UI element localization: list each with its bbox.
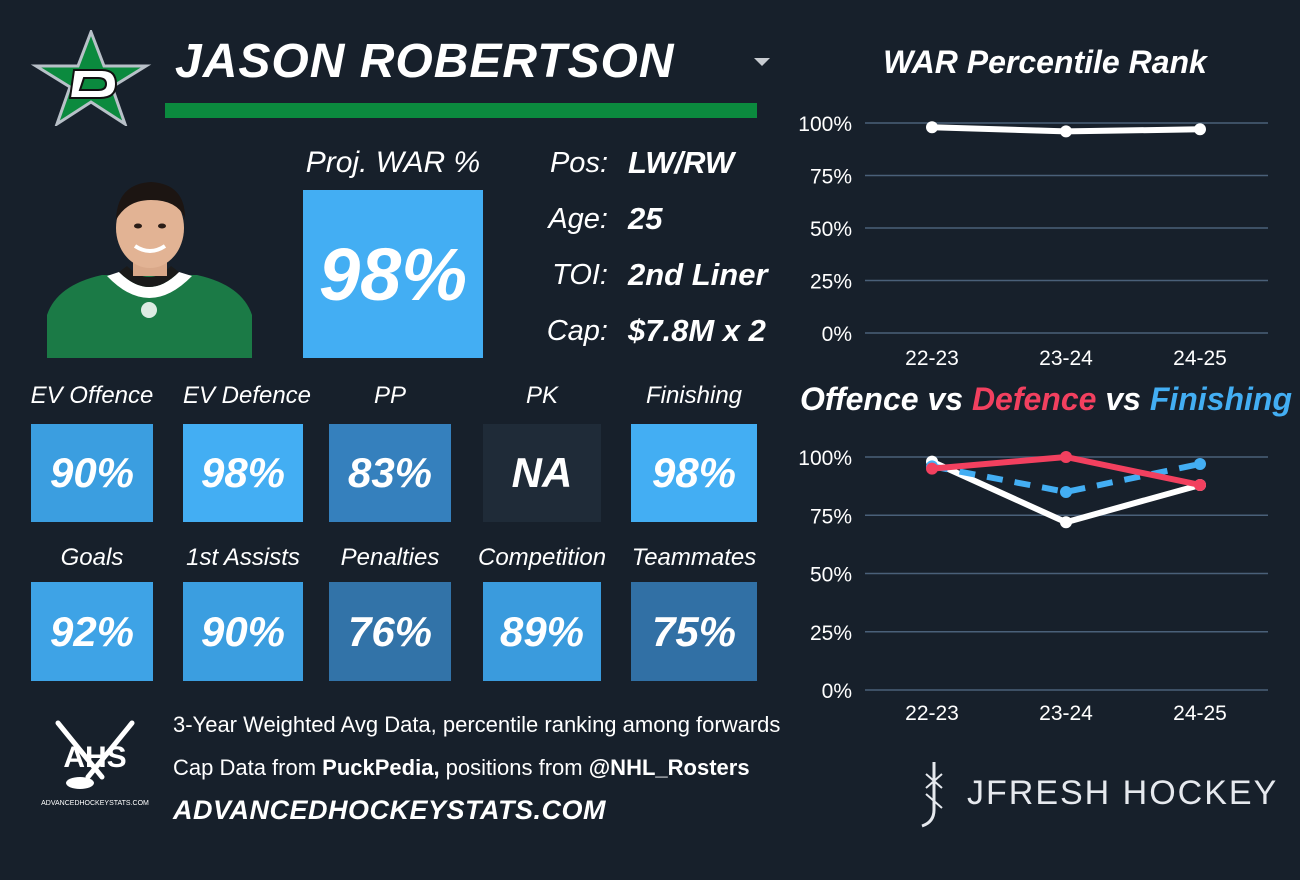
data-point (1060, 516, 1072, 529)
credits-puckpedia-link[interactable]: PuckPedia, (322, 755, 440, 780)
data-point (1194, 478, 1206, 491)
ahs-logo-icon: AHS ADVANCEDHOCKEYSTATS.COM (41, 720, 149, 807)
player-name: JASON ROBERTSON (175, 35, 675, 88)
stat-box-pp: 83% (329, 424, 451, 522)
credits-mid: positions from (439, 755, 589, 780)
y-tick-label: 100% (798, 447, 852, 470)
x-tick-label: 23-24 (1039, 347, 1093, 370)
jfresh-brand-text: JFRESH HOCKEY (967, 774, 1279, 812)
y-tick-label: 75% (810, 505, 852, 528)
war-percentile-chart: 100% 75% 50% 25% 0% 22-23 23-24 24-25 (798, 113, 1268, 370)
proj-war-box: 98% (303, 190, 483, 358)
y-tick-label: 50% (810, 564, 852, 587)
stat-box-1st-assists: 90% (183, 582, 303, 681)
stat-label-competition: Competition (478, 544, 607, 571)
stat-value: 98% (200, 449, 286, 496)
stat-label-finishing: Finishing (645, 382, 743, 409)
stat-box-pk: NA (483, 424, 601, 522)
team-color-bar (165, 103, 757, 118)
data-point (1060, 485, 1072, 498)
dallas-stars-logo-icon (30, 30, 152, 126)
data-point (1060, 125, 1072, 138)
y-tick-label: 100% (798, 113, 852, 136)
credits-prefix: Cap Data from (173, 755, 323, 780)
stat-box-ev-offence: 90% (31, 424, 153, 522)
stat-value: 89% (499, 607, 585, 655)
stat-box-ev-defence: 98% (183, 424, 303, 522)
stat-label-1st-assists: 1st Assists (186, 544, 300, 571)
stat-box-competition: 89% (483, 582, 601, 681)
stat-value: 98% (651, 449, 737, 496)
credits-nhl-rosters-link[interactable]: @NHL_Rosters (588, 755, 750, 780)
player-dropdown-arrow-icon[interactable] (754, 58, 770, 66)
comparison-chart-title: Offence vs Defence vs Finishing (800, 381, 1293, 418)
info-row-cap: Cap: $7.8M x 2 (520, 309, 780, 353)
info-value: 25 (628, 201, 663, 236)
stat-label-goals: Goals (60, 544, 124, 571)
x-tick-label: 22-23 (905, 347, 959, 370)
y-tick-label: 75% (810, 166, 852, 189)
y-tick-label: 25% (810, 622, 852, 645)
stat-label-ev-offence: EV Offence (30, 382, 154, 409)
jfresh-brand: JFRESH HOCKEY (912, 760, 1282, 830)
player-headshot (47, 182, 252, 358)
war-chart-title: WAR Percentile Rank (883, 44, 1207, 80)
title-part-vs: vs (918, 381, 972, 417)
ahs-logo-caption: ADVANCEDHOCKEYSTATS.COM (41, 800, 149, 807)
title-part-vs: vs (1096, 381, 1150, 417)
offence-defence-finishing-chart: 100% 75% 50% 25% 0% 22-23 23-24 24-25 (798, 447, 1268, 725)
info-value: $7.8M x 2 (628, 313, 766, 348)
info-key: Cap: (546, 314, 608, 347)
stat-label-penalties: Penalties (340, 544, 440, 571)
stat-label-ev-defence: EV Defence (182, 382, 312, 409)
y-tick-label: 0% (822, 680, 852, 703)
footer-credits: Cap Data from PuckPedia, positions from … (173, 755, 750, 781)
info-key: TOI: (552, 258, 608, 291)
info-key: Pos: (549, 146, 608, 179)
stat-label-teammates: Teammates (631, 544, 757, 571)
proj-war-value: 98% (318, 232, 468, 316)
stat-value: 90% (200, 607, 286, 655)
info-value: 2nd Liner (628, 257, 768, 292)
title-part-defence: Defence (971, 381, 1097, 417)
stat-box-penalties: 76% (329, 582, 451, 681)
data-point (1194, 123, 1206, 136)
x-tick-label: 23-24 (1039, 702, 1093, 725)
data-point (926, 462, 938, 475)
x-tick-label: 22-23 (905, 702, 959, 725)
proj-war-label: Proj. WAR % (305, 146, 481, 179)
info-row-toi: TOI: 2nd Liner (520, 253, 780, 297)
stat-value: 83% (347, 449, 433, 496)
footer-website-link[interactable]: ADVANCEDHOCKEYSTATS.COM (173, 795, 607, 825)
ahs-logo-text: AHS (63, 741, 126, 774)
stat-box-finishing: 98% (631, 424, 757, 522)
stat-box-goals: 92% (31, 582, 153, 681)
info-value: LW/RW (628, 145, 735, 180)
stat-value: 90% (49, 449, 135, 496)
info-row-pos: Pos: LW/RW (520, 141, 780, 185)
y-tick-label: 50% (810, 218, 852, 241)
stat-value: NA (511, 449, 573, 496)
data-point (1194, 457, 1206, 470)
y-tick-label: 25% (810, 271, 852, 294)
data-point (926, 121, 938, 134)
footer-note: 3-Year Weighted Avg Data, percentile ran… (173, 712, 781, 737)
stat-value: 92% (49, 607, 135, 655)
stat-label-pk: PK (525, 382, 558, 409)
info-key: Age: (548, 202, 608, 235)
x-tick-label: 24-25 (1173, 347, 1227, 370)
stat-label-pp: PP (373, 382, 406, 409)
title-part-offence: Offence (800, 381, 919, 417)
data-point (1060, 451, 1072, 463)
stat-value: 75% (651, 607, 737, 655)
title-part-finishing: Finishing (1149, 381, 1293, 417)
stat-value: 76% (347, 607, 433, 655)
stat-box-teammates: 75% (631, 582, 757, 681)
info-row-age: Age: 25 (520, 197, 780, 241)
jfresh-logo-icon (921, 762, 943, 828)
y-tick-label: 0% (822, 323, 852, 346)
x-tick-label: 24-25 (1173, 702, 1227, 725)
